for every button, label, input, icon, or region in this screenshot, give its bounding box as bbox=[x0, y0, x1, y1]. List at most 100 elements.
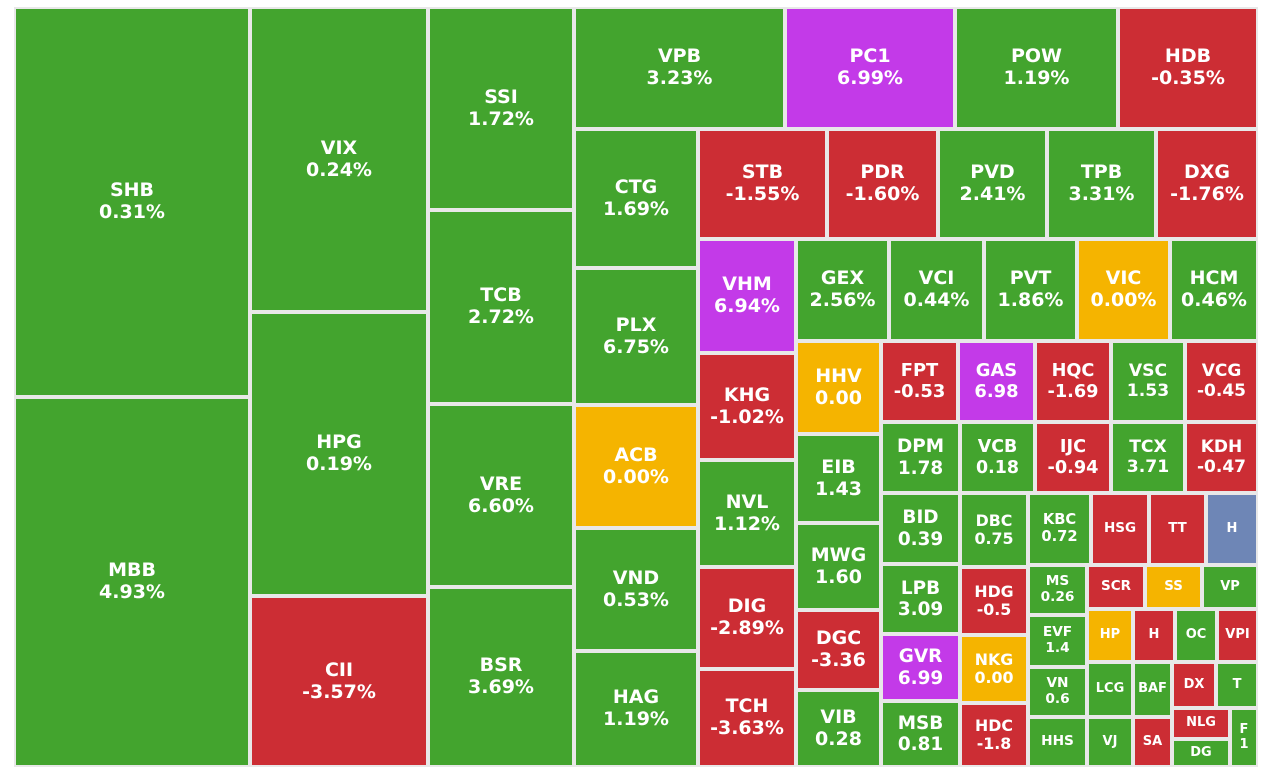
tile-tcx[interactable]: TCX 3.71 bbox=[1111, 422, 1185, 493]
tile-hsg[interactable]: HSG bbox=[1091, 493, 1149, 565]
tile-gex[interactable]: GEX 2.56% bbox=[796, 239, 889, 341]
tile-vci[interactable]: VCI 0.44% bbox=[889, 239, 984, 341]
tile-tt[interactable]: TT bbox=[1149, 493, 1206, 565]
tile-dgc[interactable]: DGC -3.36 bbox=[796, 610, 881, 690]
tile-bid[interactable]: BID 0.39 bbox=[881, 493, 960, 564]
tile-vpi[interactable]: VPI bbox=[1217, 609, 1258, 662]
tile-change: 4.93% bbox=[99, 581, 165, 603]
tile-change: 0.31% bbox=[99, 201, 165, 223]
tile-vcb[interactable]: VCB 0.18 bbox=[960, 422, 1035, 493]
tile-oc[interactable]: OC bbox=[1175, 609, 1217, 662]
tile-change: 3.31% bbox=[1068, 183, 1135, 205]
tile-stb[interactable]: STB -1.55% bbox=[698, 129, 827, 239]
tile-ijc[interactable]: IJC -0.94 bbox=[1035, 422, 1111, 493]
tile-vj[interactable]: VJ bbox=[1087, 717, 1133, 767]
tile-ms[interactable]: MS 0.26 bbox=[1028, 565, 1087, 615]
tile-hdc[interactable]: HDC -1.8 bbox=[960, 703, 1028, 767]
tile-bsr[interactable]: BSR 3.69% bbox=[428, 587, 574, 767]
tile-tch[interactable]: TCH -3.63% bbox=[698, 669, 796, 767]
tile-vsc[interactable]: VSC 1.53 bbox=[1111, 341, 1185, 422]
tile-dbc[interactable]: DBC 0.75 bbox=[960, 493, 1028, 567]
tile-pow[interactable]: POW 1.19% bbox=[955, 7, 1118, 129]
tile-dx[interactable]: DX bbox=[1172, 662, 1216, 708]
tile-vhm[interactable]: VHM 6.94% bbox=[698, 239, 796, 353]
tile-ticker: HQC bbox=[1051, 361, 1095, 382]
tile-pvt[interactable]: PVT 1.86% bbox=[984, 239, 1077, 341]
tile-vn[interactable]: VN 0.6 bbox=[1028, 667, 1087, 717]
tile-vp[interactable]: VP bbox=[1202, 565, 1258, 609]
tile-pdr[interactable]: PDR -1.60% bbox=[827, 129, 938, 239]
tile-gvr[interactable]: GVR 6.99 bbox=[881, 634, 960, 701]
tile-tcb[interactable]: TCB 2.72% bbox=[428, 210, 574, 404]
tile-ticker: PVD bbox=[970, 161, 1015, 184]
tile-hdb[interactable]: HDB -0.35% bbox=[1118, 7, 1258, 129]
tile-vix[interactable]: VIX 0.24% bbox=[250, 7, 428, 312]
tile-ticker: HDC bbox=[975, 715, 1013, 735]
tile-hqc[interactable]: HQC -1.69 bbox=[1035, 341, 1111, 422]
tile-ticker: BSR bbox=[479, 654, 523, 677]
tile-plx[interactable]: PLX 6.75% bbox=[574, 268, 698, 405]
tile-dxg[interactable]: DXG -1.76% bbox=[1156, 129, 1258, 239]
tile-ticker: BAF bbox=[1138, 681, 1167, 697]
tile-gas[interactable]: GAS 6.98 bbox=[958, 341, 1035, 422]
tile-hag[interactable]: HAG 1.19% bbox=[574, 651, 698, 767]
tile-hhs[interactable]: HHS bbox=[1028, 717, 1087, 767]
tile-tpb[interactable]: TPB 3.31% bbox=[1047, 129, 1156, 239]
tile-hpg[interactable]: HPG 0.19% bbox=[250, 312, 428, 596]
tile-nlg[interactable]: NLG bbox=[1172, 708, 1230, 739]
tile-dg[interactable]: DG bbox=[1172, 739, 1230, 767]
tile-change: 1.72% bbox=[468, 107, 534, 130]
tile-shb[interactable]: SHB 0.31% bbox=[14, 7, 250, 397]
tile-nkg[interactable]: NKG 0.00 bbox=[960, 635, 1028, 703]
tile-vcg[interactable]: VCG -0.45 bbox=[1185, 341, 1258, 422]
tile-kbc[interactable]: KBC 0.72 bbox=[1028, 493, 1091, 565]
tile-khg[interactable]: KHG -1.02% bbox=[698, 353, 796, 460]
tile-msb[interactable]: MSB 0.81 bbox=[881, 701, 960, 767]
tile-h[interactable]: H bbox=[1133, 609, 1175, 662]
tile-ticker: STB bbox=[741, 161, 784, 184]
tile-ticker: T bbox=[1232, 676, 1242, 692]
tile-hcm[interactable]: HCM 0.46% bbox=[1170, 239, 1258, 341]
tile-ticker: NLG bbox=[1186, 715, 1216, 731]
tile-t[interactable]: T bbox=[1216, 662, 1258, 708]
tile-nvl[interactable]: NVL 1.12% bbox=[698, 460, 796, 567]
tile-mwg[interactable]: MWG 1.60 bbox=[796, 523, 881, 610]
tile-scr[interactable]: SCR bbox=[1087, 565, 1145, 609]
tile-eib[interactable]: EIB 1.43 bbox=[796, 434, 881, 523]
tile-fpt[interactable]: FPT -0.53 bbox=[881, 341, 958, 422]
tile-dig[interactable]: DIG -2.89% bbox=[698, 567, 796, 669]
tile-change: -2.89% bbox=[710, 617, 784, 639]
tile-mbb[interactable]: MBB 4.93% bbox=[14, 397, 250, 767]
tile-vic[interactable]: VIC 0.00% bbox=[1077, 239, 1170, 341]
tile-evf[interactable]: EVF 1.4 bbox=[1028, 615, 1087, 667]
tile-hdg[interactable]: HDG -0.5 bbox=[960, 567, 1028, 635]
tile-cii[interactable]: CII -3.57% bbox=[250, 596, 428, 767]
tile-ssi[interactable]: SSI 1.72% bbox=[428, 7, 574, 210]
tile-dpm[interactable]: DPM 1.78 bbox=[881, 422, 960, 493]
tile-lpb[interactable]: LPB 3.09 bbox=[881, 564, 960, 634]
tile-change: 0.46% bbox=[1181, 289, 1247, 311]
tile-ticker: VIC bbox=[1105, 267, 1142, 290]
tile-vnd[interactable]: VND 0.53% bbox=[574, 528, 698, 651]
tile-vib[interactable]: VIB 0.28 bbox=[796, 690, 881, 767]
tile-h[interactable]: H bbox=[1206, 493, 1258, 565]
tile-baf[interactable]: BAF bbox=[1133, 662, 1172, 717]
tile-kdh[interactable]: KDH -0.47 bbox=[1185, 422, 1258, 493]
tile-pc1[interactable]: PC1 6.99% bbox=[785, 7, 955, 129]
tile-ticker: H bbox=[1148, 627, 1160, 643]
tile-ticker: GAS bbox=[975, 359, 1018, 381]
tile-ticker: OC bbox=[1185, 627, 1207, 643]
tile-hp[interactable]: HP bbox=[1087, 609, 1133, 662]
tile-lcg[interactable]: LCG bbox=[1087, 662, 1133, 717]
tile-ss[interactable]: SS bbox=[1145, 565, 1202, 609]
tile-vpb[interactable]: VPB 3.23% bbox=[574, 7, 785, 129]
tile-hhv[interactable]: HHV 0.00 bbox=[796, 341, 881, 434]
tile-change: 1.43 bbox=[815, 477, 862, 500]
tile-pvd[interactable]: PVD 2.41% bbox=[938, 129, 1047, 239]
tile-vre[interactable]: VRE 6.60% bbox=[428, 404, 574, 587]
tile-ticker: LPB bbox=[900, 577, 941, 599]
tile-ctg[interactable]: CTG 1.69% bbox=[574, 129, 698, 268]
tile-sa[interactable]: SA bbox=[1133, 717, 1172, 767]
tile-acb[interactable]: ACB 0.00% bbox=[574, 405, 698, 528]
